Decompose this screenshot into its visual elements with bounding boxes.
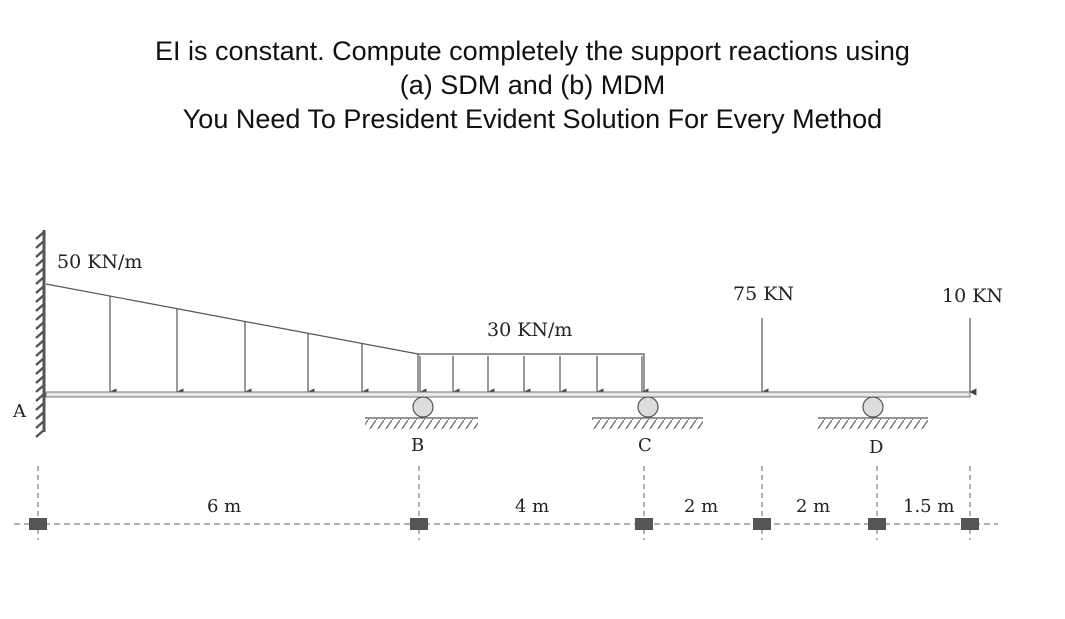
dim-bc: 4 m — [515, 496, 549, 517]
triangular-load — [45, 283, 419, 396]
label-support-a: A — [12, 401, 27, 422]
wall-hatch-tick — [35, 420, 45, 429]
dim-d-end: 1.5 m — [903, 496, 954, 517]
problem-line-2: (a) SDM and (b) MDM — [399, 70, 666, 100]
beam — [45, 391, 971, 398]
dim-p1-d: 2 m — [796, 496, 830, 517]
wall-hatch-tick — [35, 384, 45, 393]
label-point-load-75: 75 KN — [733, 283, 794, 305]
wall-hatch-tick — [35, 375, 45, 384]
wall-hatch-tick — [35, 276, 45, 285]
wall-hatch-tick — [35, 402, 45, 411]
fixed-support-a — [35, 230, 46, 438]
dim-ab: 6 m — [207, 496, 241, 517]
wall-hatch-tick — [35, 294, 45, 303]
wall-hatch-tick — [35, 357, 45, 366]
wall-hatch-tick — [35, 339, 45, 348]
dimension-marker — [868, 518, 886, 530]
wall-hatch-tick — [35, 366, 45, 375]
wall-hatch-tick — [35, 348, 45, 357]
dimension-marker — [410, 518, 428, 530]
dim-c-p1: 2 m — [684, 496, 718, 517]
wall-hatch-tick — [35, 303, 45, 312]
wall-hatch-tick — [35, 312, 45, 321]
dimension-marker — [29, 518, 47, 530]
label-support-b: B — [411, 435, 424, 456]
wall-hatch-tick — [35, 231, 45, 240]
label-point-load-10: 10 KN — [942, 285, 1003, 307]
wall-hatch-tick — [35, 285, 45, 294]
dimension-line — [14, 466, 998, 540]
dimension-marker — [961, 518, 979, 530]
wall-hatch-tick — [35, 411, 45, 420]
label-udl: 30 KN/m — [487, 319, 572, 341]
wall-hatch-tick — [35, 393, 45, 402]
problem-line-3: You Need To President Evident Solution F… — [182, 104, 883, 134]
wall-hatch-tick — [35, 321, 45, 330]
uniform-load — [417, 353, 649, 396]
problem-line-1: EI is constant. Compute completely the s… — [155, 36, 910, 66]
label-support-d: D — [869, 437, 883, 458]
wall-hatch-tick — [35, 258, 45, 267]
wall-hatch-tick — [35, 330, 45, 339]
dimension-marker — [753, 518, 771, 530]
wall-hatch-tick — [35, 249, 45, 258]
roller-support-d — [818, 396, 928, 429]
label-support-c: C — [638, 435, 652, 456]
wall-hatch-tick — [35, 267, 45, 276]
roller-support-c — [592, 396, 703, 429]
label-tri-load: 50 KN/m — [57, 251, 142, 273]
roller-support-b — [365, 396, 478, 429]
wall-hatch-tick — [35, 240, 45, 249]
dimension-marker — [635, 518, 653, 530]
wall-hatch-tick — [35, 429, 45, 438]
